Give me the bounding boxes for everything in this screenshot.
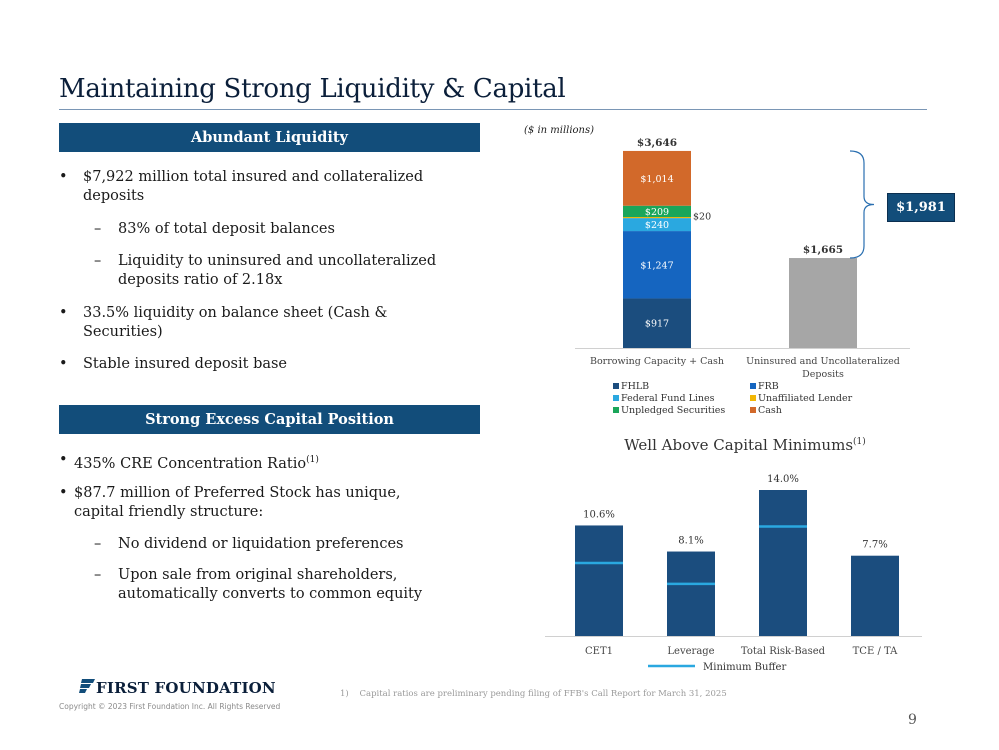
- page-number: 9: [908, 712, 917, 728]
- legend-swatch-fhlb: [613, 383, 619, 389]
- bar-segment-federal-fund-lines: [623, 218, 691, 232]
- liquidity-bullet-3-text: Stable insured deposit base: [83, 356, 288, 372]
- capital-bullet-1-text: 435% CRE Concentration Ratio(1): [74, 451, 459, 474]
- bar-segment-frb: [623, 231, 691, 299]
- legend-minimum-buffer-label: Minimum Buffer: [703, 662, 786, 673]
- capital-bar: [759, 490, 807, 636]
- legend-swatch-unpledged-securities: [613, 407, 619, 413]
- capital-category-label: Total Risk-Based: [741, 646, 826, 657]
- segment-label-fhlb: $917: [645, 319, 669, 330]
- first-foundation-logo-icon: [79, 679, 95, 693]
- capital-bar: [667, 551, 715, 636]
- capital-category-label: CET1: [585, 646, 613, 657]
- liquidity-sub-2-text: Liquidity to uninsured and uncollaterali…: [118, 253, 437, 288]
- legend-label-frb: FRB: [758, 381, 779, 392]
- footnote-marker: (1): [306, 455, 319, 465]
- segment-label-frb: $1,247: [640, 260, 673, 271]
- legend-swatch-frb: [750, 383, 756, 389]
- footnote: 1) Capital ratios are preliminary pendin…: [340, 689, 727, 699]
- total-label: $3,646: [637, 137, 677, 149]
- capital-sub-1-text: No dividend or liquidation preferences: [118, 536, 404, 552]
- legend-swatch-federal-fund-lines: [613, 395, 619, 401]
- capital-bullet-2-text: $87.7 million of Preferred Stock has uni…: [74, 485, 401, 520]
- capital-chart-title-text: Well Above Capital Minimums: [624, 436, 853, 454]
- capital-value-label: 14.0%: [767, 474, 799, 485]
- legend-swatch-cash: [750, 407, 756, 413]
- capital-value-label: 8.1%: [678, 536, 703, 547]
- total-label: $1,665: [803, 244, 843, 256]
- legend-label-federal-fund-lines: Federal Fund Lines: [621, 393, 715, 404]
- capital-sub-2-text: Upon sale from original shareholders, au…: [118, 567, 423, 602]
- legend-label-cash: Cash: [758, 405, 782, 416]
- category-label: Uninsured and Uncollateralized: [746, 356, 900, 367]
- legend-label-fhlb: FHLB: [621, 381, 649, 392]
- capital-chart: Well Above Capital Minimums(1) 10.6% CET1 8…: [545, 436, 922, 673]
- capital-category-label: Leverage: [667, 646, 714, 657]
- legend-label-unpledged-securities: Unpledged Securities: [621, 405, 725, 416]
- capital-bullet-1: • 435% CRE Concentration Ratio(1): [59, 451, 459, 474]
- liquidity-bullet-1: • $7,922 million total insured and colla…: [59, 168, 459, 206]
- liquidity-sub-1-text: 83% of total deposit balances: [118, 221, 335, 237]
- capital-bullet-1-body: 435% CRE Concentration Ratio: [74, 455, 307, 472]
- capital-sub-2: – Upon sale from original shareholders, …: [94, 566, 464, 604]
- segment-label-unpledged-securities: $209: [645, 207, 669, 218]
- category-label: Deposits: [802, 369, 844, 380]
- liquidity-chart: ($ in millions) $917 $1,247 $240 $20 $209 $1,0…: [524, 125, 910, 416]
- title-divider: [59, 109, 927, 110]
- bar-segment-uninsured: [789, 258, 857, 348]
- difference-brace: [849, 150, 875, 259]
- category-label: Borrowing Capacity + Cash: [590, 356, 724, 367]
- liquidity-bullet-2: • 33.5% liquidity on balance sheet (Cash…: [59, 304, 399, 342]
- capital-bullet-2: • $87.7 million of Preferred Stock has u…: [59, 484, 439, 522]
- capital-sub-1: – No dividend or liquidation preferences: [94, 535, 464, 554]
- page-title: Maintaining Strong Liquidity & Capital: [59, 74, 566, 104]
- segment-label-cash: $1,014: [640, 174, 673, 185]
- liquidity-bullet-3: • Stable insured deposit base: [59, 355, 439, 374]
- bar-segment-cash: [623, 150, 691, 206]
- copyright: Copyright © 2023 First Foundation Inc. A…: [59, 702, 281, 711]
- capital-chart-title: Well Above Capital Minimums(1): [624, 436, 866, 454]
- bar-segment-unpledged-securities: [623, 205, 691, 218]
- capital-value-label: 7.7%: [862, 540, 887, 551]
- difference-callout: $1,981: [887, 193, 955, 222]
- segment-label-unaffiliated-lender: $20: [693, 212, 711, 223]
- capital-bar: [851, 555, 899, 636]
- difference-callout-label: $1,981: [896, 200, 946, 215]
- capital-value-label: 10.6%: [583, 509, 615, 520]
- capital-bar: [575, 525, 623, 636]
- capital-category-label: TCE / TA: [853, 646, 898, 657]
- legend-label-unaffiliated-lender: Unaffiliated Lender: [758, 393, 853, 404]
- capital-header: Strong Excess Capital Position: [59, 405, 480, 434]
- units-note: ($ in millions): [524, 125, 594, 136]
- segment-label-federal-fund-lines: $240: [645, 220, 669, 231]
- liquidity-bullet-1-text: $7,922 million total insured and collate…: [83, 169, 424, 204]
- bar-segment-unaffiliated-lender: [623, 217, 691, 219]
- legend-swatch-unaffiliated-lender: [750, 395, 756, 401]
- bar-segment-fhlb: [623, 298, 691, 348]
- liquidity-header: Abundant Liquidity: [59, 123, 480, 152]
- liquidity-bullet-2-text: 33.5% liquidity on balance sheet (Cash &…: [83, 305, 388, 340]
- liquidity-sub-1: – 83% of total deposit balances: [94, 220, 464, 239]
- capital-chart-title-sup: (1): [853, 436, 866, 447]
- company-logo-text: FIRST FOUNDATION: [96, 679, 276, 697]
- liquidity-sub-2: – Liquidity to uninsured and uncollatera…: [94, 252, 464, 290]
